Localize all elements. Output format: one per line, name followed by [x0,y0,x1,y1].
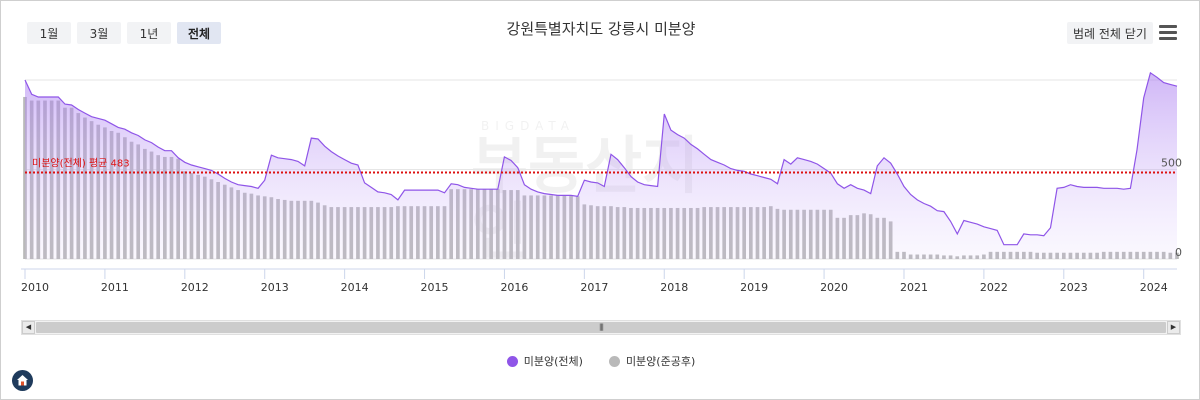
scroll-left-button[interactable]: ◀ [22,321,35,334]
legend-label-total: 미분양(전체) [523,355,583,368]
area-total-fill [25,72,1177,259]
x-tick-label: 2012 [181,281,209,294]
range-button-1-year[interactable]: 1년 [127,22,171,44]
range-button-group: 1월 3월 1년 전체 [27,22,221,44]
scroll-thumb[interactable]: ||| [36,322,1166,333]
x-tick-label: 2024 [1140,281,1168,294]
chart-title: 강원특별자치도 강릉시 미분양 [506,20,696,38]
chart-legend: 미분양(전체) 미분양(준공후) [1,353,1200,369]
x-tick-label: 2021 [900,281,928,294]
legend-item-completed[interactable]: 미분양(준공후) [608,353,696,369]
range-button-3-months[interactable]: 3월 [77,22,121,44]
legend-marker-completed [608,355,620,367]
legend-toggle-button[interactable]: 범례 전체 닫기 [1067,22,1153,44]
legend-item-total[interactable]: 미분양(전체) [506,353,583,369]
legend-marker-total [506,355,518,367]
y-tick-label: 500 [1161,156,1182,169]
chart-scrollbar[interactable]: ◀ ||| ▶ [21,320,1181,335]
range-button-all[interactable]: 전체 [177,22,221,44]
scroll-grip-icon: ||| [598,323,604,331]
range-button-1-month[interactable]: 1월 [27,22,71,44]
home-icon[interactable] [12,370,33,391]
x-tick-label: 2011 [101,281,129,294]
hamburger-menu-icon[interactable] [1159,25,1177,41]
x-tick-label: 2018 [660,281,688,294]
x-tick-label: 2020 [820,281,848,294]
x-tick-label: 2022 [980,281,1008,294]
x-tick-label: 2017 [580,281,608,294]
x-tick-label: 2023 [1060,281,1088,294]
legend-label-completed: 미분양(준공후) [625,355,696,368]
x-tick-label: 2019 [740,281,768,294]
x-tick-label: 2016 [500,281,528,294]
x-tick-label: 2015 [421,281,449,294]
x-tick-label: 2010 [21,281,49,294]
chart-plot: 미분양(전체) 평균 483 2010 2011 2012 2013 2014 2015 2… [21,71,1182,294]
scroll-right-button[interactable]: ▶ [1167,321,1180,334]
x-tick-label: 2014 [341,281,369,294]
y-tick-label: 0 [1175,246,1182,259]
average-line-label: 미분양(전체) 평균 483 [32,158,130,170]
x-tick-label: 2013 [261,281,289,294]
